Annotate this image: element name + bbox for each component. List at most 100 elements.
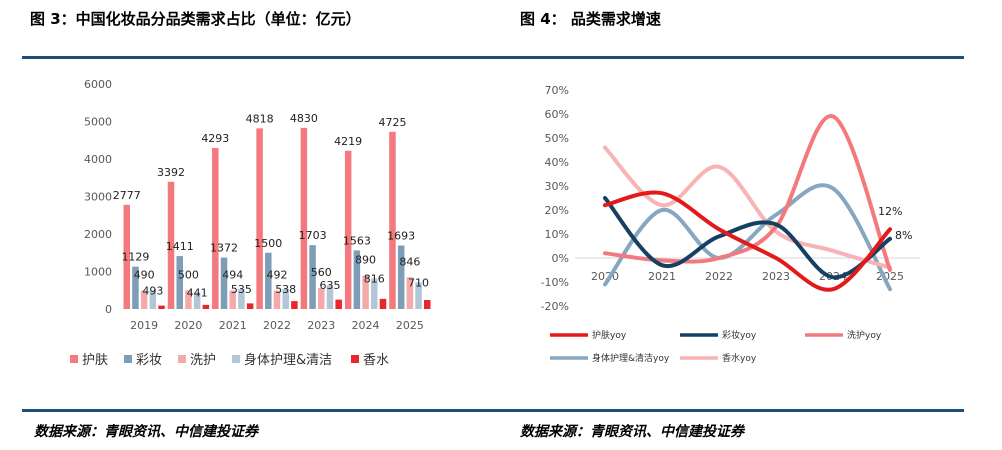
- legend-label: 洗护yoy: [847, 329, 882, 341]
- data-label: 3392: [157, 166, 185, 179]
- data-label: 538: [275, 283, 296, 296]
- data-label: 494: [222, 268, 243, 281]
- x-tick-label: 2023: [307, 319, 335, 332]
- end-value-label: 8%: [895, 229, 912, 242]
- data-label: 890: [355, 254, 376, 267]
- right-source-note: 数据来源：青眼资讯、中信建投证券: [520, 424, 744, 440]
- category-growth-line-chart: -20%-10%0%10%20%30%40%50%60%70%2020 2021 2…: [541, 84, 920, 364]
- y-tick-label: 10%: [545, 228, 569, 241]
- bar: [273, 290, 281, 309]
- legend-swatch: [232, 355, 240, 363]
- y-tick-label: 6000: [84, 78, 112, 91]
- series-line: [603, 183, 892, 292]
- legend-swatch: [178, 355, 186, 363]
- bar: [415, 282, 422, 309]
- legend-label: 香水yoy: [722, 352, 757, 364]
- data-label: 1500: [254, 237, 282, 250]
- bar: [149, 290, 157, 309]
- data-label: 4830: [290, 112, 318, 125]
- y-tick-label: 1000: [84, 266, 112, 279]
- y-tick-label: 4000: [84, 153, 112, 166]
- legend-label: 身体护理&清洁: [244, 352, 332, 368]
- series-line: [603, 114, 892, 272]
- data-label: 4725: [378, 116, 406, 129]
- bar: [202, 304, 210, 309]
- data-label: 492: [267, 269, 288, 282]
- bar: [246, 303, 254, 309]
- bar: [326, 285, 334, 309]
- bar: [406, 277, 414, 309]
- top-divider: [22, 56, 964, 59]
- y-tick-label: 2000: [84, 228, 112, 241]
- bar: [309, 245, 316, 309]
- bar: [318, 288, 325, 309]
- y-tick-label: 20%: [545, 204, 569, 217]
- x-tick-label: 2022: [263, 319, 291, 332]
- legend-label: 彩妆: [136, 353, 162, 368]
- bar: [140, 290, 148, 309]
- bar: [424, 300, 431, 309]
- x-tick-label: 2021: [219, 319, 247, 332]
- data-label: 560: [311, 266, 332, 279]
- x-tick-label: 2023: [762, 270, 790, 283]
- legend-label: 香水: [363, 353, 389, 368]
- bar: [123, 204, 130, 309]
- bar: [185, 290, 192, 309]
- data-label: 635: [319, 279, 340, 292]
- data-label: 1372: [210, 242, 238, 255]
- y-tick-label: 0: [105, 303, 112, 316]
- legend-label: 彩妆yoy: [722, 329, 757, 341]
- y-tick-label: 70%: [545, 84, 569, 97]
- bar: [212, 148, 219, 309]
- data-label: 4818: [246, 112, 274, 125]
- bar: [371, 278, 378, 309]
- bar: [256, 128, 263, 309]
- bar: [282, 288, 289, 309]
- bar: [265, 252, 272, 309]
- data-label: 1563: [343, 234, 371, 247]
- x-tick-label: 2022: [705, 270, 733, 283]
- y-tick-label: 60%: [545, 108, 569, 121]
- bar: [167, 181, 175, 309]
- bar: [397, 245, 405, 309]
- data-label: 2777: [113, 189, 141, 202]
- bar: [220, 257, 228, 309]
- end-value-label: 12%: [878, 205, 902, 218]
- x-tick-label: 2020: [174, 319, 202, 332]
- legend-swatch: [351, 355, 359, 363]
- series-line: [603, 145, 892, 270]
- data-label: 1703: [299, 229, 327, 242]
- data-label: 493: [142, 285, 163, 298]
- bar: [353, 250, 361, 309]
- left-figure-title: 图 3：中国化妆品分品类需求占比（单位：亿元）: [30, 10, 361, 28]
- y-tick-label: 30%: [545, 180, 569, 193]
- data-label: 500: [178, 268, 199, 281]
- data-label: 1693: [387, 230, 415, 243]
- right-figure-title: 图 4： 品类需求增速: [520, 10, 661, 28]
- data-label: 1129: [121, 251, 149, 264]
- data-label: 4293: [201, 132, 229, 145]
- bottom-divider: [22, 409, 964, 412]
- left-source-note: 数据来源：青眼资讯、中信建投证券: [34, 424, 258, 440]
- series-line: [603, 190, 892, 292]
- data-label: 490: [134, 269, 155, 282]
- data-label: 846: [399, 255, 420, 268]
- legend-label: 护肤: [82, 353, 108, 368]
- x-tick-label: 2025: [396, 319, 424, 332]
- bar: [344, 150, 352, 309]
- legend-label: 洗护: [190, 353, 216, 368]
- y-tick-label: 40%: [545, 156, 569, 169]
- bar: [238, 288, 245, 309]
- legend-swatch: [70, 355, 78, 363]
- bar: [229, 290, 236, 309]
- y-tick-label: 50%: [545, 132, 569, 145]
- data-label: 1411: [166, 240, 194, 253]
- series-line: [603, 196, 892, 280]
- x-tick-label: 2021: [648, 270, 676, 283]
- bar: [158, 305, 165, 309]
- y-tick-label: -10%: [541, 276, 569, 289]
- y-tick-label: 5000: [84, 116, 112, 129]
- data-label: 535: [231, 283, 252, 296]
- bar: [300, 127, 308, 309]
- y-tick-label: -20%: [541, 300, 569, 313]
